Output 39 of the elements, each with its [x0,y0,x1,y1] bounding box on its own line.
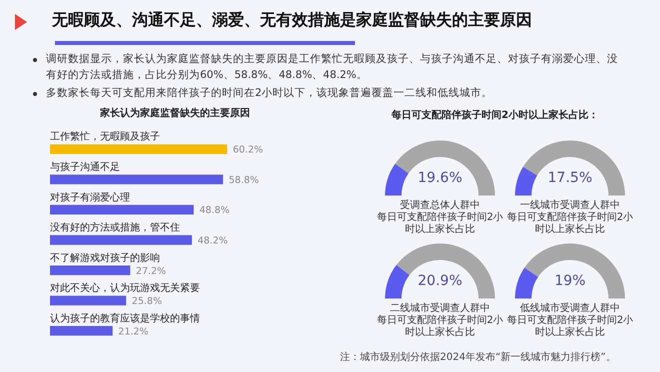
text: 受调查总体人群中 [399,200,481,212]
text: 调研数据显示，家长认为家庭监督缺失的主要原因是工作繁忙无暇顾及孩子、与孩子沟通不足、对孩子有溺爱心理、没有好的方法或措施，占比分别为60%、58.8%、48.8%、48.2%。 [46,52,619,83]
text: 20.9% [418,273,462,290]
bar [50,235,192,245]
data-label: 60.2% [232,144,264,156]
y-tick-label: 工作繁忙，无暇顾及孩子 [50,130,160,143]
text: 17.5% [548,170,592,186]
bar [50,296,126,306]
text: 注：城市级别划分依据2024年发布“新一线城市魅力排行榜”。 [340,350,616,364]
data-label: 27.2% [136,266,166,277]
y-tick-label: 对此不关心，认为玩游戏无关紧要 [50,282,200,294]
data-label: 21.2% [118,326,148,338]
text: 每日可支配陪伴孩子时间2小时以上家长占比 [506,315,634,339]
text: 每日可支配陪伴孩子时间2小时以上家长占比 [506,212,634,236]
y-tick-label: 与孩子沟通不足 [50,161,120,174]
text: 每日可支配陪伴孩子时间2小时以上家长占比： [390,108,600,122]
bar [50,265,130,276]
text: 每日可支配陪伴孩子时间2小时以上家长占比 [376,212,504,236]
text: 每日可支配陪伴孩子时间2小时以上家长占比 [376,315,504,339]
text: 一线城市受调查人群中 [519,200,621,212]
text: 19.6% [418,170,462,186]
bar [50,174,224,184]
y-tick-label: 认为孩子的教育应该是学校的事情 [50,312,200,324]
text: 低线城市受调查人群中 [519,303,621,314]
bar [50,144,228,154]
bar [50,204,194,215]
bar [50,326,113,336]
data-label: 48.2% [198,235,228,246]
y-tick-label: 对孩子有溺爱心理 [50,191,130,204]
text: 19% [554,273,586,290]
text: 多数家长每天可支配用来陪伴孩子的时间在2小时以下，该现象普遍覆盖一二线和低线城市。 [46,86,494,101]
text: 无暇顾及、沟通不足、溺爱、无有效措施是家庭监督缺失的主要原因 [52,10,532,31]
chart-title: 家长认为家庭监督缺失的主要原因 [99,106,251,120]
data-label: 58.8% [228,174,259,186]
text: 二线城市受调查人群中 [389,303,491,314]
data-label: 48.8% [199,205,230,216]
y-tick-label: 不了解游戏对孩子的影响 [50,252,160,264]
data-label: 25.8% [132,296,162,308]
y-tick-label: 没有好的方法或措施，管不住 [50,222,180,234]
